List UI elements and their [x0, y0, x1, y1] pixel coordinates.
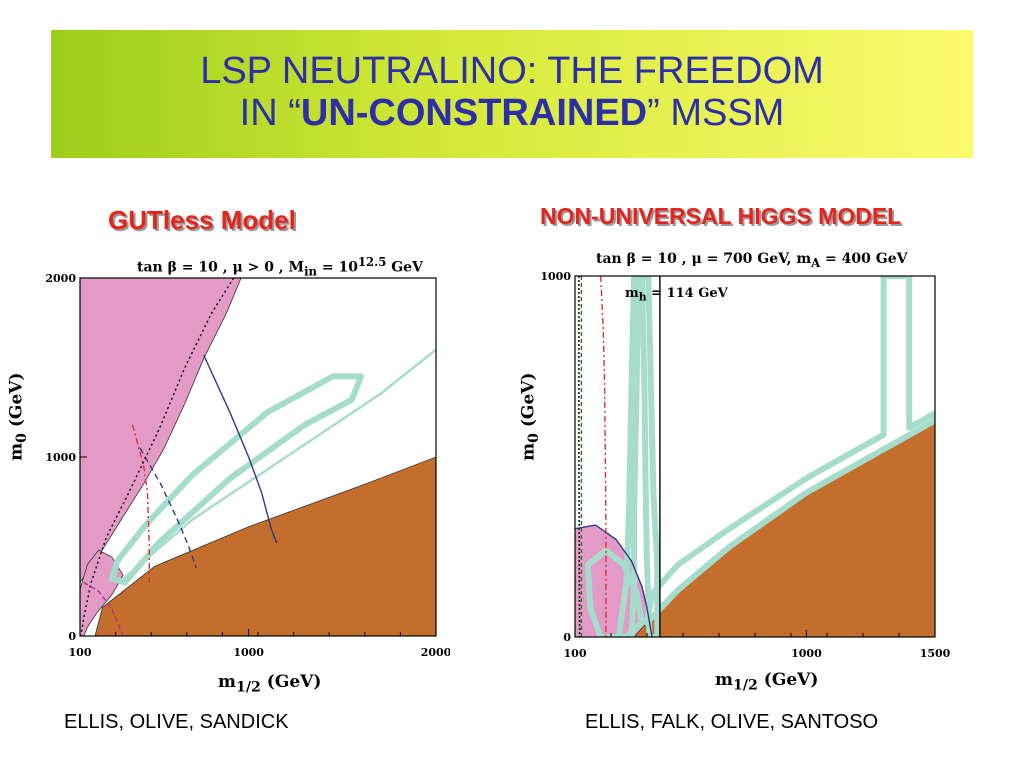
right-subtitle-main: tan β = 10 , μ = 700 GeV, m: [596, 251, 812, 267]
left-plot: 100 1000 2000 0 1000 2000: [20, 262, 450, 682]
left-curve-blue-dashed: [139, 447, 197, 569]
left-curve-blue-solid: [203, 354, 278, 544]
left-curve-magenta-dashed: [83, 581, 124, 636]
right-xaxis-title: m1/2 (GeV): [715, 670, 818, 693]
left-plot-subtitle: tan β = 10 , μ > 0 , Min = 1012.5 GeV: [137, 255, 423, 278]
right-plot-subtitle: tan β = 10 , μ = 700 GeV, mA = 400 GeV: [596, 251, 908, 270]
right-yaxis-title: m0 (GeV): [519, 373, 542, 461]
left-xtick-label-0: 100: [69, 646, 92, 659]
title-line-2-suffix: ” MSSM: [647, 92, 785, 134]
left-strip-upper-strip: [118, 348, 436, 584]
annotation-tail: = 114 GeV: [646, 286, 728, 301]
left-credit: ELLIS, OLIVE, SANDICK: [64, 711, 289, 733]
right-xtick-label-0: 100: [564, 647, 587, 660]
right-subtitle-tail: = 400 GeV: [820, 251, 908, 267]
title-line-2-bold: UN-CONSTRAINED: [300, 92, 648, 134]
title-banner: LSP NEUTRALINO: THE FREEDOM IN “UN-CONST…: [51, 30, 973, 158]
right-ytick-label-1: 1000: [540, 270, 571, 283]
right-xlabel-main: m: [715, 670, 733, 690]
left-xlabel-unit: (GeV): [260, 672, 322, 692]
right-curve-black-dotted: [578, 276, 581, 637]
left-xaxis-title: m1/2 (GeV): [218, 672, 321, 695]
left-curve-red-dashdot: [131, 424, 151, 585]
left-subtitle-mid: = 10: [316, 259, 358, 276]
left-subtitle-sub: in: [304, 264, 317, 279]
left-xtick-label-1: 1000: [233, 646, 264, 659]
right-credit: ELLIS, FALK, OLIVE, SANTOSO: [585, 711, 879, 733]
left-ylabel-sub: 0: [13, 433, 30, 443]
left-xtick-label-2: 2000: [421, 646, 450, 659]
left-yaxis-title: m0 (GeV): [7, 373, 30, 461]
left-subtitle-main: tan β = 10 , μ > 0 , M: [137, 259, 305, 276]
right-xtick-label-2: 1500: [920, 647, 951, 660]
left-xlabel-sub: 1/2: [236, 679, 261, 696]
left-subtitle-tail: GeV: [386, 259, 423, 276]
left-plot-svg: 100 1000 2000 0 1000 2000: [45, 272, 450, 659]
right-strip-cyan-left: [615, 276, 641, 637]
left-ytick-label-2: 2000: [45, 272, 76, 285]
left-panel-heading: GUTless Model: [108, 205, 296, 235]
right-ylabel-sub: 0: [525, 433, 542, 443]
left-region-brown: [94, 456, 436, 636]
right-plot-svg: 100 1000 1500 0 1000: [540, 270, 951, 660]
left-subtitle-sup: 12.5: [357, 255, 387, 269]
left-curve-black-dotted: [80, 278, 235, 636]
title-line-1: LSP NEUTRALINO: THE FREEDOM: [200, 50, 824, 92]
title-line-2: IN “UN-CONSTRAINED” MSSM: [51, 92, 973, 134]
right-xlabel-sub: 1/2: [733, 677, 758, 694]
annotation-sub: h: [638, 290, 647, 304]
right-curve-red-dashdot: [600, 276, 607, 637]
right-subtitle-sub: A: [811, 255, 821, 270]
left-strip-coannihilation-ellipse: [108, 373, 365, 586]
title-line-2-prefix: IN “: [239, 92, 301, 134]
right-plot: 100 1000 1500 0 1000: [530, 262, 960, 672]
right-annotation: mh = 114 GeV: [625, 286, 728, 304]
annotation-main: m: [625, 286, 639, 301]
right-xlabel-unit: (GeV): [757, 670, 819, 690]
right-ytick-label-0: 0: [563, 631, 571, 644]
right-panel-heading: NON-UNIVERSAL HIGGS MODEL: [540, 203, 902, 229]
left-ytick-label-0: 0: [68, 630, 76, 643]
left-ytick-label-1: 1000: [45, 451, 76, 464]
right-ylabel-main: m: [518, 442, 539, 461]
left-ylabel-main: m: [6, 442, 27, 461]
right-curve-pink-outline: [575, 524, 653, 637]
right-region-brown: [633, 419, 935, 637]
right-ylabel-unit: (GeV): [518, 372, 539, 434]
left-ylabel-unit: (GeV): [6, 372, 27, 434]
right-plot-area: [575, 276, 935, 637]
right-strip-cyan-band: [644, 276, 935, 626]
left-region-pink-upper: [80, 278, 242, 583]
right-xtick-label-1: 1000: [791, 647, 822, 660]
right-strip-cyan-dome: [584, 547, 645, 637]
left-xlabel-main: m: [218, 672, 236, 692]
left-plot-area: [80, 278, 436, 636]
right-strip-cyan-mid: [638, 276, 661, 637]
